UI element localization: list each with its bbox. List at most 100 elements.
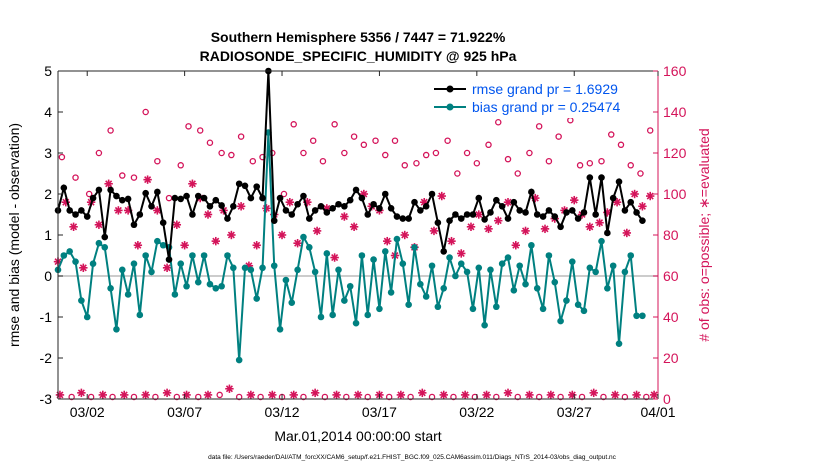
obs-bottom-marker: [418, 388, 427, 398]
rmse-point: [639, 217, 646, 224]
y-right-tick-label: 100: [663, 186, 687, 202]
y-tick-label: 4: [44, 104, 52, 120]
bias-point: [200, 252, 208, 259]
y-right-tick-label: 40: [663, 309, 679, 325]
y-axis-right-label: # of obs: o=possible; ∗=evaluated: [696, 128, 712, 341]
rmse-point: [440, 248, 448, 255]
obs-bottom-marker: [621, 393, 629, 401]
obs-bottom-marker: [385, 393, 393, 401]
bias-point: [154, 237, 161, 245]
bias-point: [387, 289, 395, 296]
obs-bottom-marker: [649, 390, 659, 400]
obs-evaluated-marker: [521, 226, 530, 236]
rmse-point: [235, 180, 243, 188]
rmse-point: [452, 211, 459, 218]
x-tick-label: 03/07: [167, 404, 202, 420]
obs-evaluated-marker: [585, 222, 595, 231]
bias-point: [510, 287, 518, 294]
obs-asterisk-stroke: [521, 227, 530, 235]
y-tick-label: -1: [40, 309, 53, 325]
obs-evaluated-marker: [429, 226, 439, 236]
rmse-point: [627, 198, 635, 206]
x-tick-label: 03/12: [265, 404, 300, 420]
bias-point: [545, 252, 553, 259]
obs-asterisk-stroke: [181, 241, 189, 249]
obs-evaluated-marker: [252, 241, 261, 250]
obs-bottom-marker: [535, 393, 543, 401]
bias-point: [574, 301, 582, 309]
obs-bottom-marker: [216, 391, 223, 399]
obs-bottom-marker: [310, 388, 320, 398]
obs-evaluated-marker: [447, 236, 456, 246]
rmse-point: [130, 221, 138, 229]
obs-evaluated-marker: [511, 241, 520, 250]
obs-bottom-marker: [182, 390, 191, 400]
obs-possible-marker: [576, 162, 584, 169]
obs-possible-marker: [309, 137, 317, 144]
rmse-point: [475, 194, 483, 202]
obs-possible-marker: [72, 174, 79, 181]
obs-possible-marker: [485, 141, 492, 149]
obs-bottom-marker: [578, 393, 586, 401]
obs-evaluated-marker: [595, 218, 604, 227]
rmse-point: [604, 229, 611, 237]
rmse-point: [247, 194, 255, 202]
rmse-point: [294, 200, 301, 208]
bias-point: [621, 268, 629, 276]
x-tick-label: 03/22: [459, 404, 494, 420]
obs-asterisk-stroke: [99, 391, 107, 399]
obs-count-layer: [53, 108, 659, 401]
y-tick-label: -3: [40, 391, 53, 407]
rmse-point: [563, 209, 570, 216]
obs-possible-marker: [185, 123, 192, 130]
obs-bottom-marker: [225, 384, 234, 393]
bias-point: [463, 268, 471, 276]
obs-bottom-marker: [203, 390, 213, 400]
obs-asterisk-stroke: [114, 206, 122, 214]
bias-point: [270, 262, 278, 270]
bias-point: [288, 299, 296, 306]
obs-possible-marker: [218, 149, 225, 157]
y-tick-label: 5: [44, 63, 52, 79]
obs-possible-marker: [432, 149, 440, 157]
rmse-point: [370, 200, 377, 208]
obs-asterisk-stroke: [188, 180, 196, 188]
bias-point: [130, 260, 138, 268]
obs-bottom-marker: [130, 393, 138, 401]
obs-evaluated-marker: [293, 239, 302, 248]
obs-evaluated-marker: [630, 189, 639, 199]
x-tick-label: 03/02: [70, 404, 105, 420]
rmse-point: [194, 192, 202, 200]
rmse-point: [206, 203, 214, 210]
bias-point: [311, 268, 319, 276]
rmse-point: [253, 183, 261, 190]
obs-asterisk-stroke: [163, 264, 171, 272]
obs-asterisk-stroke: [631, 190, 639, 198]
obs-bottom-marker: [173, 393, 181, 401]
obs-asterisk-stroke: [153, 206, 161, 214]
obs-possible-marker: [545, 157, 553, 165]
bias-point: [83, 313, 91, 321]
bias-point: [346, 282, 354, 290]
obs-asterisk-stroke: [646, 192, 654, 200]
bias-point: [171, 291, 179, 298]
bias-point: [300, 233, 307, 241]
y-tick-label: 0: [44, 268, 52, 284]
rmse-point: [212, 196, 220, 204]
bias-point: [235, 356, 243, 364]
bias-point: [177, 260, 185, 268]
bias-point: [72, 258, 79, 265]
rmse-point: [241, 182, 249, 190]
rmse-point: [381, 190, 389, 198]
obs-asterisk-stroke: [541, 225, 549, 233]
obs-evaluated-marker: [172, 220, 182, 229]
rmse-point: [633, 209, 640, 216]
bias-point: [376, 305, 383, 313]
obs-evaluated-marker: [69, 222, 78, 231]
obs-possible-marker: [504, 155, 512, 163]
obs-asterisk-stroke: [350, 223, 358, 231]
rmse-point: [551, 213, 559, 220]
obs-asterisk-stroke: [397, 391, 405, 399]
obs-asterisk-stroke: [586, 223, 594, 231]
obs-asterisk-stroke: [313, 227, 321, 235]
